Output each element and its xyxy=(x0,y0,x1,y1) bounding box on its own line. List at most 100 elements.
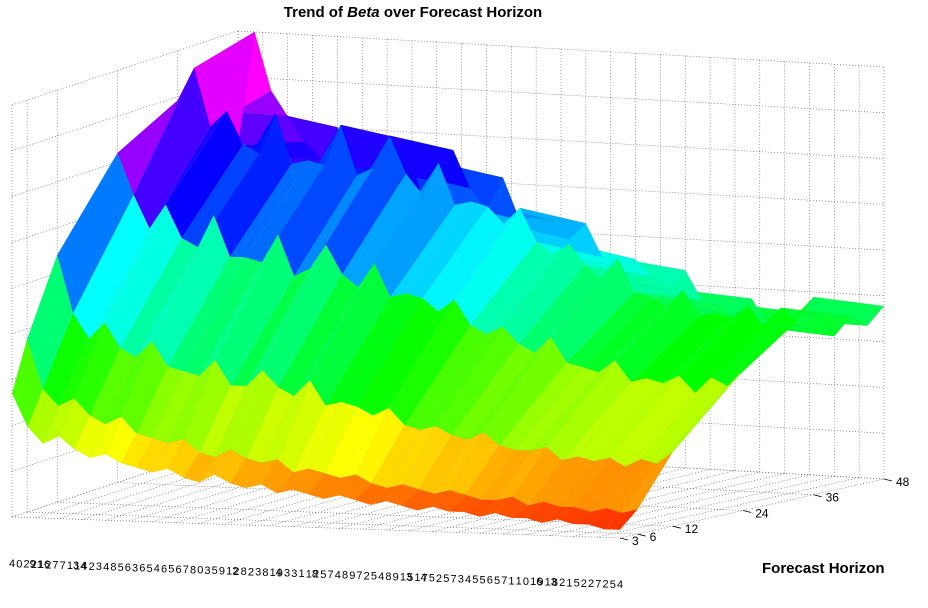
x-tick-label: 8 xyxy=(110,562,116,574)
x-tick-label: 4 xyxy=(9,558,15,570)
surface-patch xyxy=(514,367,600,451)
x-tick-label: 5 xyxy=(610,579,616,591)
x-tick-label: 6 xyxy=(175,564,181,576)
x-tick-label: 16 xyxy=(530,576,542,588)
surface-patch xyxy=(465,445,516,500)
y-tick-label: 36 xyxy=(826,491,840,505)
surface-patch xyxy=(498,362,584,451)
surface-patch xyxy=(566,291,651,368)
x-tick-label: 9 xyxy=(393,571,399,583)
surface-patch xyxy=(72,194,150,339)
x-tick-label: 5 xyxy=(429,573,435,585)
surface-patch xyxy=(11,338,43,428)
surface-patch xyxy=(603,508,639,531)
grid-line xyxy=(526,473,785,536)
surface-patch xyxy=(463,499,498,517)
surface-patch xyxy=(557,506,592,525)
x-tick-label: 4 xyxy=(465,574,471,586)
x-tick-label: 2 xyxy=(559,577,565,589)
x-tick-label: 7 xyxy=(451,573,457,585)
x-tick-label: 7 xyxy=(595,578,601,590)
y-tick-mark xyxy=(813,494,822,498)
surface-patch xyxy=(56,152,134,314)
y-tick-mark xyxy=(743,510,752,513)
x-tick-label: 7 xyxy=(60,560,66,572)
title-part-1: Trend of xyxy=(283,4,348,21)
x-tick-label: 3 xyxy=(291,568,297,580)
x-tick-label: 21 xyxy=(31,559,43,571)
surface-patch xyxy=(165,110,244,239)
x-tick-label: 3 xyxy=(132,562,138,574)
x-tick-label: 3 xyxy=(204,565,210,577)
x-tick-label: 0 xyxy=(523,576,529,588)
x-tick-label: 7 xyxy=(183,564,189,576)
x-tick-label: 2 xyxy=(581,578,587,590)
surface-patch xyxy=(558,457,611,508)
x-tick-label: 2 xyxy=(588,578,594,590)
x-tick-label: 2 xyxy=(89,561,95,573)
surface-patch xyxy=(293,167,374,277)
x-tick-label: 2 xyxy=(364,570,370,582)
surface-patch xyxy=(323,474,357,500)
x-tick-label: 2 xyxy=(233,566,239,578)
x-tick-label: 13 xyxy=(545,577,557,589)
surface-patch xyxy=(534,258,619,353)
x-tick-label: 8 xyxy=(385,571,391,583)
x-tick-label: 7 xyxy=(422,572,428,584)
title-part-3: over Forecast Horizon xyxy=(379,4,543,21)
chart-title: Trend of Beta over Forecast Horizon xyxy=(0,4,826,21)
surface-patch xyxy=(385,484,419,506)
x-tick-label: 4 xyxy=(81,561,87,573)
x-tick-label: 3 xyxy=(96,561,102,573)
grid-line xyxy=(549,474,810,536)
x-tick-label: 5 xyxy=(494,575,500,587)
surface-patch xyxy=(183,359,232,453)
x-tick-label: 14 xyxy=(414,572,426,584)
surface-patch xyxy=(405,201,488,299)
surface-patch xyxy=(588,507,623,530)
x-tick-label: 8 xyxy=(342,570,348,582)
surface-patch xyxy=(277,273,359,397)
x-tick-label: 7 xyxy=(501,575,507,587)
x-tick-label: 1 xyxy=(508,575,514,587)
grid-line xyxy=(619,478,885,539)
surface-patch xyxy=(496,446,547,501)
x-tick-label: 7 xyxy=(52,560,58,572)
surface-patch xyxy=(276,468,310,494)
x-tick-label: 9 xyxy=(349,570,355,582)
x-tick-label: 5 xyxy=(320,569,326,581)
x-tick-label: 2 xyxy=(313,569,319,581)
surface-patch xyxy=(27,388,59,445)
y-tick-mark xyxy=(619,537,629,541)
x-tick-label: 14 xyxy=(270,567,282,579)
x-tick-label: 2 xyxy=(436,573,442,585)
surface-patch xyxy=(433,431,484,495)
x-tick-label: 5 xyxy=(479,574,485,586)
grid-line xyxy=(11,30,239,106)
y-tick-label: 24 xyxy=(755,506,769,520)
surface-patch xyxy=(120,433,153,468)
y-tick-mark xyxy=(637,533,646,537)
surface-patch xyxy=(518,264,602,354)
x-tick-label: 9 xyxy=(219,565,225,577)
x-tick-label: 0 xyxy=(197,565,203,577)
x-tick-label: 13 xyxy=(400,572,412,584)
x-tick-label: 8 xyxy=(241,566,247,578)
x-tick-label: 2 xyxy=(248,566,254,578)
surface-patch xyxy=(389,201,472,298)
surface-patch xyxy=(245,160,325,263)
surface-patch xyxy=(58,398,90,450)
surface-patch xyxy=(340,293,423,408)
grid-line xyxy=(35,444,263,519)
x-tick-label: 18 xyxy=(306,568,318,580)
y-tick-label: 48 xyxy=(896,475,910,489)
surface-patch xyxy=(88,204,166,339)
x-tick-label: 1 xyxy=(299,568,305,580)
x-tick-label: 6 xyxy=(487,575,493,587)
grid-line xyxy=(339,462,586,529)
x-tick-label: 4 xyxy=(378,571,384,583)
x-tick-label: 4 xyxy=(103,561,109,573)
surface-patch xyxy=(42,397,75,445)
grid-line xyxy=(386,464,636,531)
